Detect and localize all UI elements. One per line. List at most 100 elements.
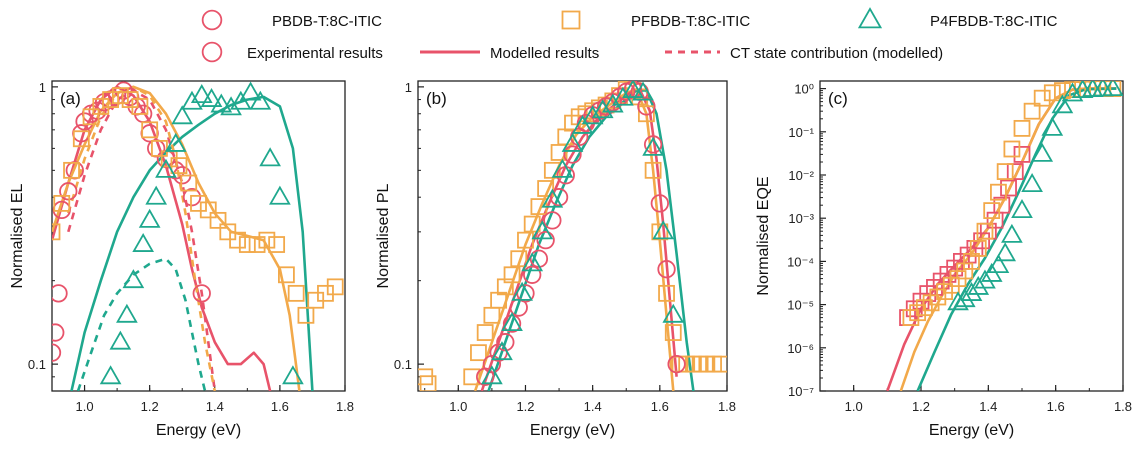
legend-marker-circle [201, 41, 223, 63]
y-axis-title: Normalised PL [375, 183, 392, 288]
experimental-series [899, 145, 1031, 327]
data-point [1001, 223, 1023, 243]
data-point [652, 220, 675, 240]
y-tick-label: 10⁻⁷ [788, 384, 814, 399]
x-tick-label: 1.0 [845, 399, 863, 414]
data-point [268, 236, 286, 253]
y-tick-label: 10⁻⁵ [787, 298, 814, 313]
data-point [210, 93, 233, 113]
data-point [102, 91, 119, 108]
data-point [259, 147, 281, 167]
data-point [209, 211, 227, 229]
data-point [297, 306, 315, 324]
data-point [258, 231, 276, 249]
data-point [637, 105, 655, 123]
chart-panel-2: 1.0 1.2 1.4 1.6 1.8 1 0.1 Energy (eV) Normalised… [375, 80, 736, 439]
data-point [1051, 94, 1074, 114]
data-point [1033, 89, 1051, 107]
data-point [1061, 82, 1084, 102]
data-point [983, 202, 1001, 219]
legend-item: Modelled results [420, 45, 599, 62]
x-axis-title: Energy (eV) [530, 422, 615, 439]
panel-label: (c) [828, 89, 848, 108]
data-point [1013, 145, 1031, 163]
legend-label: Experimental results [247, 45, 383, 62]
data-point [1031, 142, 1054, 162]
data-point [109, 330, 132, 350]
data-point [551, 158, 574, 178]
data-point [145, 185, 168, 205]
data-point [632, 81, 654, 101]
data-point [63, 161, 80, 179]
x-tick-label: 1.6 [651, 399, 669, 414]
panel-label: (b) [426, 89, 447, 108]
data-point [1003, 140, 1021, 158]
data-point [1000, 179, 1017, 197]
data-point [976, 222, 994, 240]
x-tick-label: 1.0 [76, 399, 94, 414]
y-tick-label: 10⁻⁴ [787, 254, 814, 269]
data-point [543, 211, 562, 230]
y-tick-label: 1 [405, 80, 412, 95]
y-axis-title: Normalised EQE [755, 176, 772, 295]
model-line [886, 87, 1117, 391]
data-point [974, 269, 996, 289]
data-point [969, 239, 987, 257]
x-tick-label: 1.0 [449, 399, 467, 414]
panel-label: (a) [60, 89, 81, 108]
data-point [658, 284, 675, 302]
data-point [521, 252, 544, 272]
data-point [563, 145, 582, 164]
data-point [537, 180, 555, 197]
data-point [523, 215, 541, 233]
data-point [269, 185, 291, 205]
data-point [419, 375, 437, 391]
data-point [1023, 102, 1041, 120]
data-point [987, 254, 1010, 273]
data-point [501, 312, 523, 332]
data-point [72, 130, 90, 148]
data-point [114, 81, 133, 100]
data-point [180, 174, 198, 192]
data-point [581, 105, 604, 125]
data-point [1041, 116, 1064, 136]
legend-marker-triangle [857, 7, 883, 29]
data-point [667, 354, 686, 374]
data-point [99, 365, 122, 385]
data-point [711, 355, 727, 373]
y-tick-label: 10⁻² [788, 168, 814, 183]
data-point [138, 208, 161, 228]
data-point [1102, 81, 1123, 97]
x-tick-label: 1.2 [141, 399, 159, 414]
data-point [511, 281, 533, 301]
data-point [131, 98, 149, 115]
data-point [561, 132, 584, 152]
chart-panel-1: 1.0 1.2 1.4 1.6 1.8 1 0.1 Energy (eV) Normalised… [9, 80, 354, 439]
data-point [238, 236, 256, 253]
plot-area [418, 81, 727, 391]
data-point [182, 188, 202, 207]
model-line [52, 85, 272, 391]
x-axis-title: Energy (eV) [929, 422, 1014, 439]
data-point [326, 278, 344, 296]
data-point [122, 269, 145, 289]
data-point [190, 194, 207, 212]
x-tick-label: 1.6 [1047, 399, 1065, 414]
legend-label: PFBDB-T:8C-ITIC [631, 13, 750, 30]
data-point [192, 284, 211, 303]
data-point [116, 303, 138, 323]
data-point [1013, 119, 1031, 137]
data-point [549, 188, 569, 207]
legend-item: PFBDB-T:8C-ITIC [561, 10, 750, 30]
data-point [637, 97, 656, 116]
data-point [651, 223, 669, 241]
y-tick-label: 10⁻¹ [788, 125, 814, 140]
legend-item: CT state contribution (modelled) [665, 45, 943, 62]
legend-label: P4FBDB-T:8C-ITIC [930, 13, 1058, 30]
y-axis-title: Normalised EL [9, 183, 26, 288]
data-point [181, 90, 203, 110]
data-point [141, 121, 159, 139]
data-point [591, 99, 614, 119]
legend-item: P4FBDB-T:8C-ITIC [857, 7, 1058, 30]
